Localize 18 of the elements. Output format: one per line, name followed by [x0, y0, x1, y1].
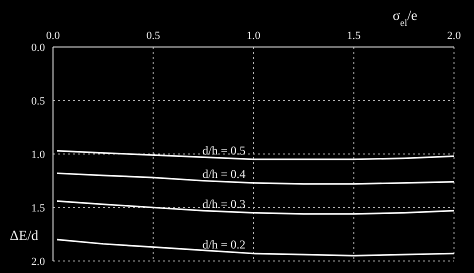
series-label: d/h = 0.2 — [202, 238, 246, 252]
line-series — [56, 238, 454, 256]
x-tick-label: 1.5 — [346, 30, 362, 42]
x-axis-title: σ$_{el}$/e — [392, 9, 418, 28]
y-tick-label: 1.5 — [31, 202, 46, 214]
series-label: d/h = 0.3 — [202, 196, 246, 211]
x-tick-label: 0.5 — [146, 30, 161, 42]
x-tick-label: 1.0 — [246, 30, 261, 42]
y-tick-label: 2.0 — [31, 256, 46, 268]
y-axis-title: ΔE/d — [10, 229, 38, 244]
x-tick-label: 2.0 — [447, 30, 462, 42]
series-label: d/h = 0.4 — [202, 166, 246, 181]
series-label: d/h = 0.5 — [202, 143, 246, 158]
line-series — [56, 200, 454, 215]
y-tick-label: 0.0 — [31, 42, 46, 54]
y-tick-label: 0.5 — [31, 95, 46, 108]
y-tick-label: 1.0 — [31, 148, 46, 161]
x-tick-label: 0.0 — [46, 30, 60, 42]
